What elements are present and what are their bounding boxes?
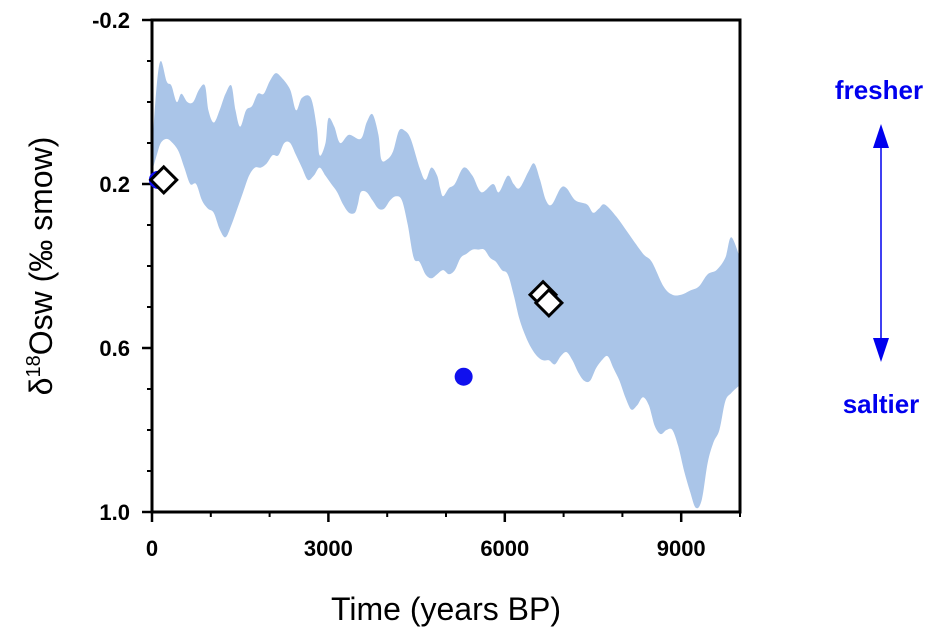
y-axis-title-superscript: 18 bbox=[23, 355, 45, 377]
x-tick-label: 6000 bbox=[480, 536, 529, 561]
fresher-label: fresher bbox=[835, 75, 923, 105]
y-tick-label: 1.0 bbox=[99, 500, 130, 525]
saltier-label: saltier bbox=[843, 389, 920, 419]
circle-point bbox=[454, 367, 473, 386]
y-axis-title: δ18Osw (‰ smow) bbox=[23, 137, 59, 396]
y-tick-label: 0.2 bbox=[99, 172, 130, 197]
uncertainty-band bbox=[152, 60, 740, 509]
x-tick-label: 0 bbox=[146, 536, 158, 561]
y-axis-title-main: Osw (‰ smow) bbox=[23, 137, 59, 356]
diamond-point bbox=[533, 287, 565, 319]
y-tick-label: 0.6 bbox=[99, 336, 130, 361]
fresher-saltier-arrow-icon bbox=[873, 124, 889, 362]
data-points bbox=[148, 164, 565, 386]
x-axis-ticks: 0 3000 6000 9000 bbox=[146, 512, 741, 561]
y-axis-title-prefix: δ bbox=[23, 378, 59, 396]
x-axis-title: Time (years BP) bbox=[331, 591, 561, 627]
y-tick-label: -0.2 bbox=[92, 8, 130, 33]
x-tick-label: 9000 bbox=[657, 536, 706, 561]
band-area bbox=[152, 60, 740, 509]
x-tick-label: 3000 bbox=[304, 536, 353, 561]
diamond-point bbox=[148, 164, 179, 196]
y-axis-ticks: -0.2 0.2 0.6 1.0 bbox=[92, 8, 152, 525]
